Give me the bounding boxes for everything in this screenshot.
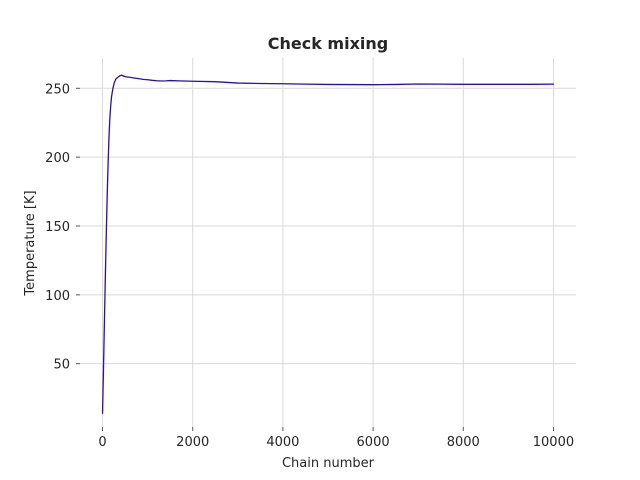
x-tick-label: 10000 <box>533 435 574 450</box>
y-tick-label: 150 <box>45 220 70 235</box>
x-tick-label: 0 <box>98 435 106 450</box>
y-tick-label: 100 <box>45 289 70 304</box>
tick-labels: 0 2000 4000 6000 8000 10000 50 100 150 200 250 <box>45 82 574 450</box>
x-tick-label: 6000 <box>357 435 390 450</box>
x-tick-label: 4000 <box>266 435 299 450</box>
y-axis-label: Temperature [K] <box>23 190 38 296</box>
chart-title: Check mixing <box>268 34 388 53</box>
x-tick-label: 8000 <box>447 435 480 450</box>
grid-lines <box>76 58 576 431</box>
x-axis-label: Chain number <box>282 456 375 471</box>
y-tick-label: 50 <box>53 358 70 373</box>
x-tick-label: 2000 <box>176 435 209 450</box>
y-tick-label: 200 <box>45 151 70 166</box>
series-line <box>101 74 555 414</box>
series-layer <box>101 74 555 414</box>
y-tick-label: 250 <box>45 82 70 97</box>
